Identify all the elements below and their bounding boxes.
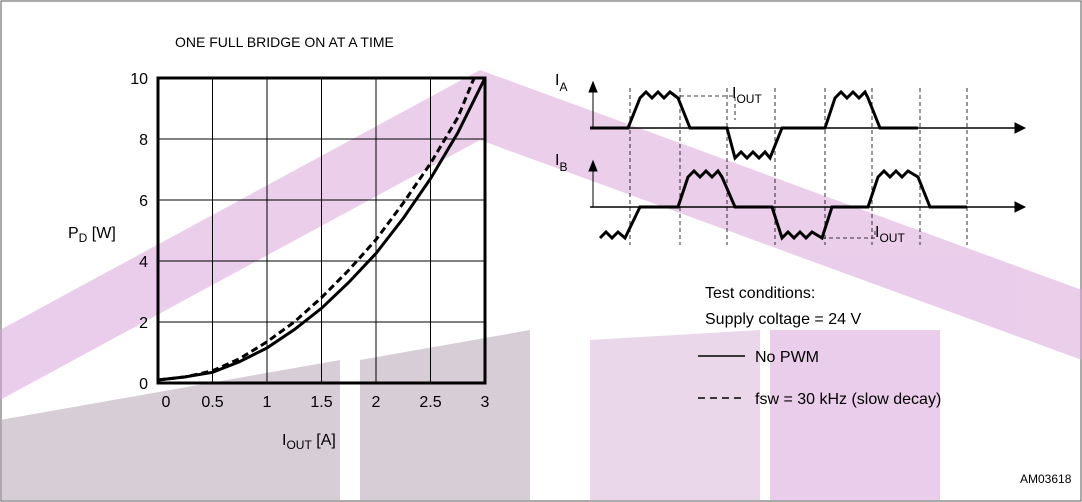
y-tick-label: 0 (139, 376, 148, 393)
legend-label: fsw = 30 kHz (slow decay) (755, 391, 941, 408)
figure-code: AM03618 (1020, 472, 1072, 486)
x-tick-label: 0 (162, 394, 171, 411)
wave-label-sub: A (559, 80, 567, 94)
series-line (157, 77, 476, 382)
y-tick-label: 8 (139, 132, 148, 149)
waveforms (588, 80, 1027, 245)
x-tick-label: 1.5 (310, 394, 332, 411)
chart-title: ONE FULL BRIDGE ON AT A TIME (175, 34, 394, 50)
x-tick-label: 1 (263, 394, 272, 411)
wave-label-sub: OUT (736, 92, 762, 106)
wave-label-sub: B (559, 160, 567, 174)
wave-label-main: I (875, 224, 879, 241)
wave-label-main: I (555, 152, 559, 169)
wave-label-main: I (732, 85, 736, 102)
legend-label: No PWM (755, 349, 819, 366)
annotation: Supply coltage = 24 V (705, 311, 861, 328)
y-tick-label: 2 (139, 315, 148, 332)
x-axis-label: IOUT [A] (282, 432, 336, 452)
wave-label: IA (555, 72, 567, 94)
wave-label-sub: OUT (879, 231, 905, 245)
x-tick-label: 3 (481, 394, 490, 411)
x-tick-label: 0.5 (201, 394, 223, 411)
wave-label: IOUT (875, 224, 905, 245)
plot-frame (156, 76, 487, 385)
y-tick-label: 10 (130, 71, 148, 88)
y-axis-label: PD [W] (68, 225, 116, 245)
y-label-unit: [W] (87, 225, 115, 242)
x-tick-label: 2.5 (419, 394, 441, 411)
y-tick-label: 4 (139, 254, 148, 271)
y-tick-label: 6 (139, 193, 148, 210)
y-label-main: P (68, 225, 79, 242)
wave-label-main: I (555, 72, 559, 89)
wave-label: IOUT (732, 85, 762, 106)
wave-label: IB (555, 152, 567, 174)
watermark (0, 70, 1082, 500)
x-label-sub: OUT (286, 438, 312, 452)
x-label-main: I (282, 432, 286, 449)
y-label-sub: D (79, 231, 88, 245)
x-tick-label: 2 (372, 394, 381, 411)
x-label-unit: [A] (312, 432, 336, 449)
annotation: Test conditions: (705, 285, 815, 302)
